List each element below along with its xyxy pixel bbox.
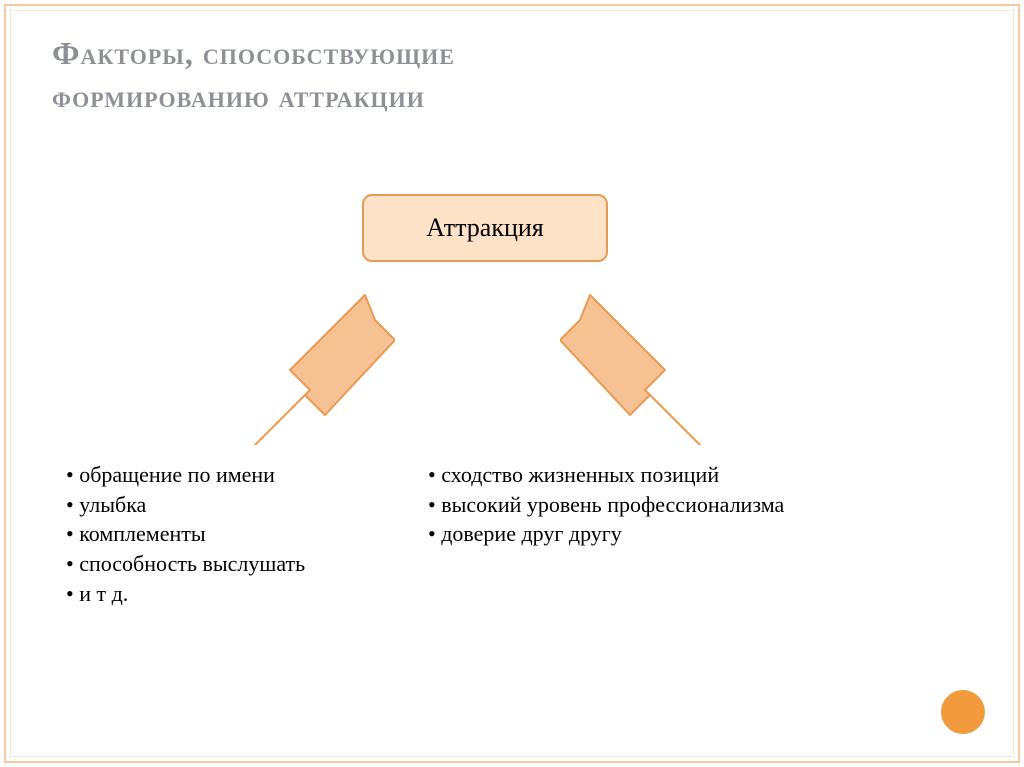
list-item: обращение по имени xyxy=(66,460,305,490)
list-item: способность выслушать xyxy=(66,549,305,579)
list-item: высокий уровень профессионализма xyxy=(428,490,784,520)
left-bullet-list: обращение по имениулыбкакомплементыспосо… xyxy=(66,460,305,608)
slide-content: Факторы, способствующие формированию атт… xyxy=(0,0,1024,767)
list-item: улыбка xyxy=(66,490,305,520)
list-item: сходство жизненных позиций xyxy=(428,460,784,490)
title-line-1: Факторы, способствующие xyxy=(52,35,455,71)
list-item: и т д. xyxy=(66,579,305,609)
right-bullet-list: сходство жизненных позицийвысокий уровен… xyxy=(428,460,784,549)
corner-circle-icon xyxy=(938,687,988,737)
list-item: комплементы xyxy=(66,519,305,549)
center-node: Аттракция xyxy=(362,194,608,262)
arrow-right xyxy=(560,285,720,445)
slide-title: Факторы, способствующие формированию атт… xyxy=(52,32,972,118)
list-item: доверие друг другу xyxy=(428,519,784,549)
title-line-2: формированию аттракции xyxy=(52,78,425,114)
arrow-right-icon xyxy=(560,285,720,445)
arrow-left xyxy=(235,285,395,445)
center-node-label: Аттракция xyxy=(426,213,543,243)
arrow-left-icon xyxy=(235,285,395,445)
